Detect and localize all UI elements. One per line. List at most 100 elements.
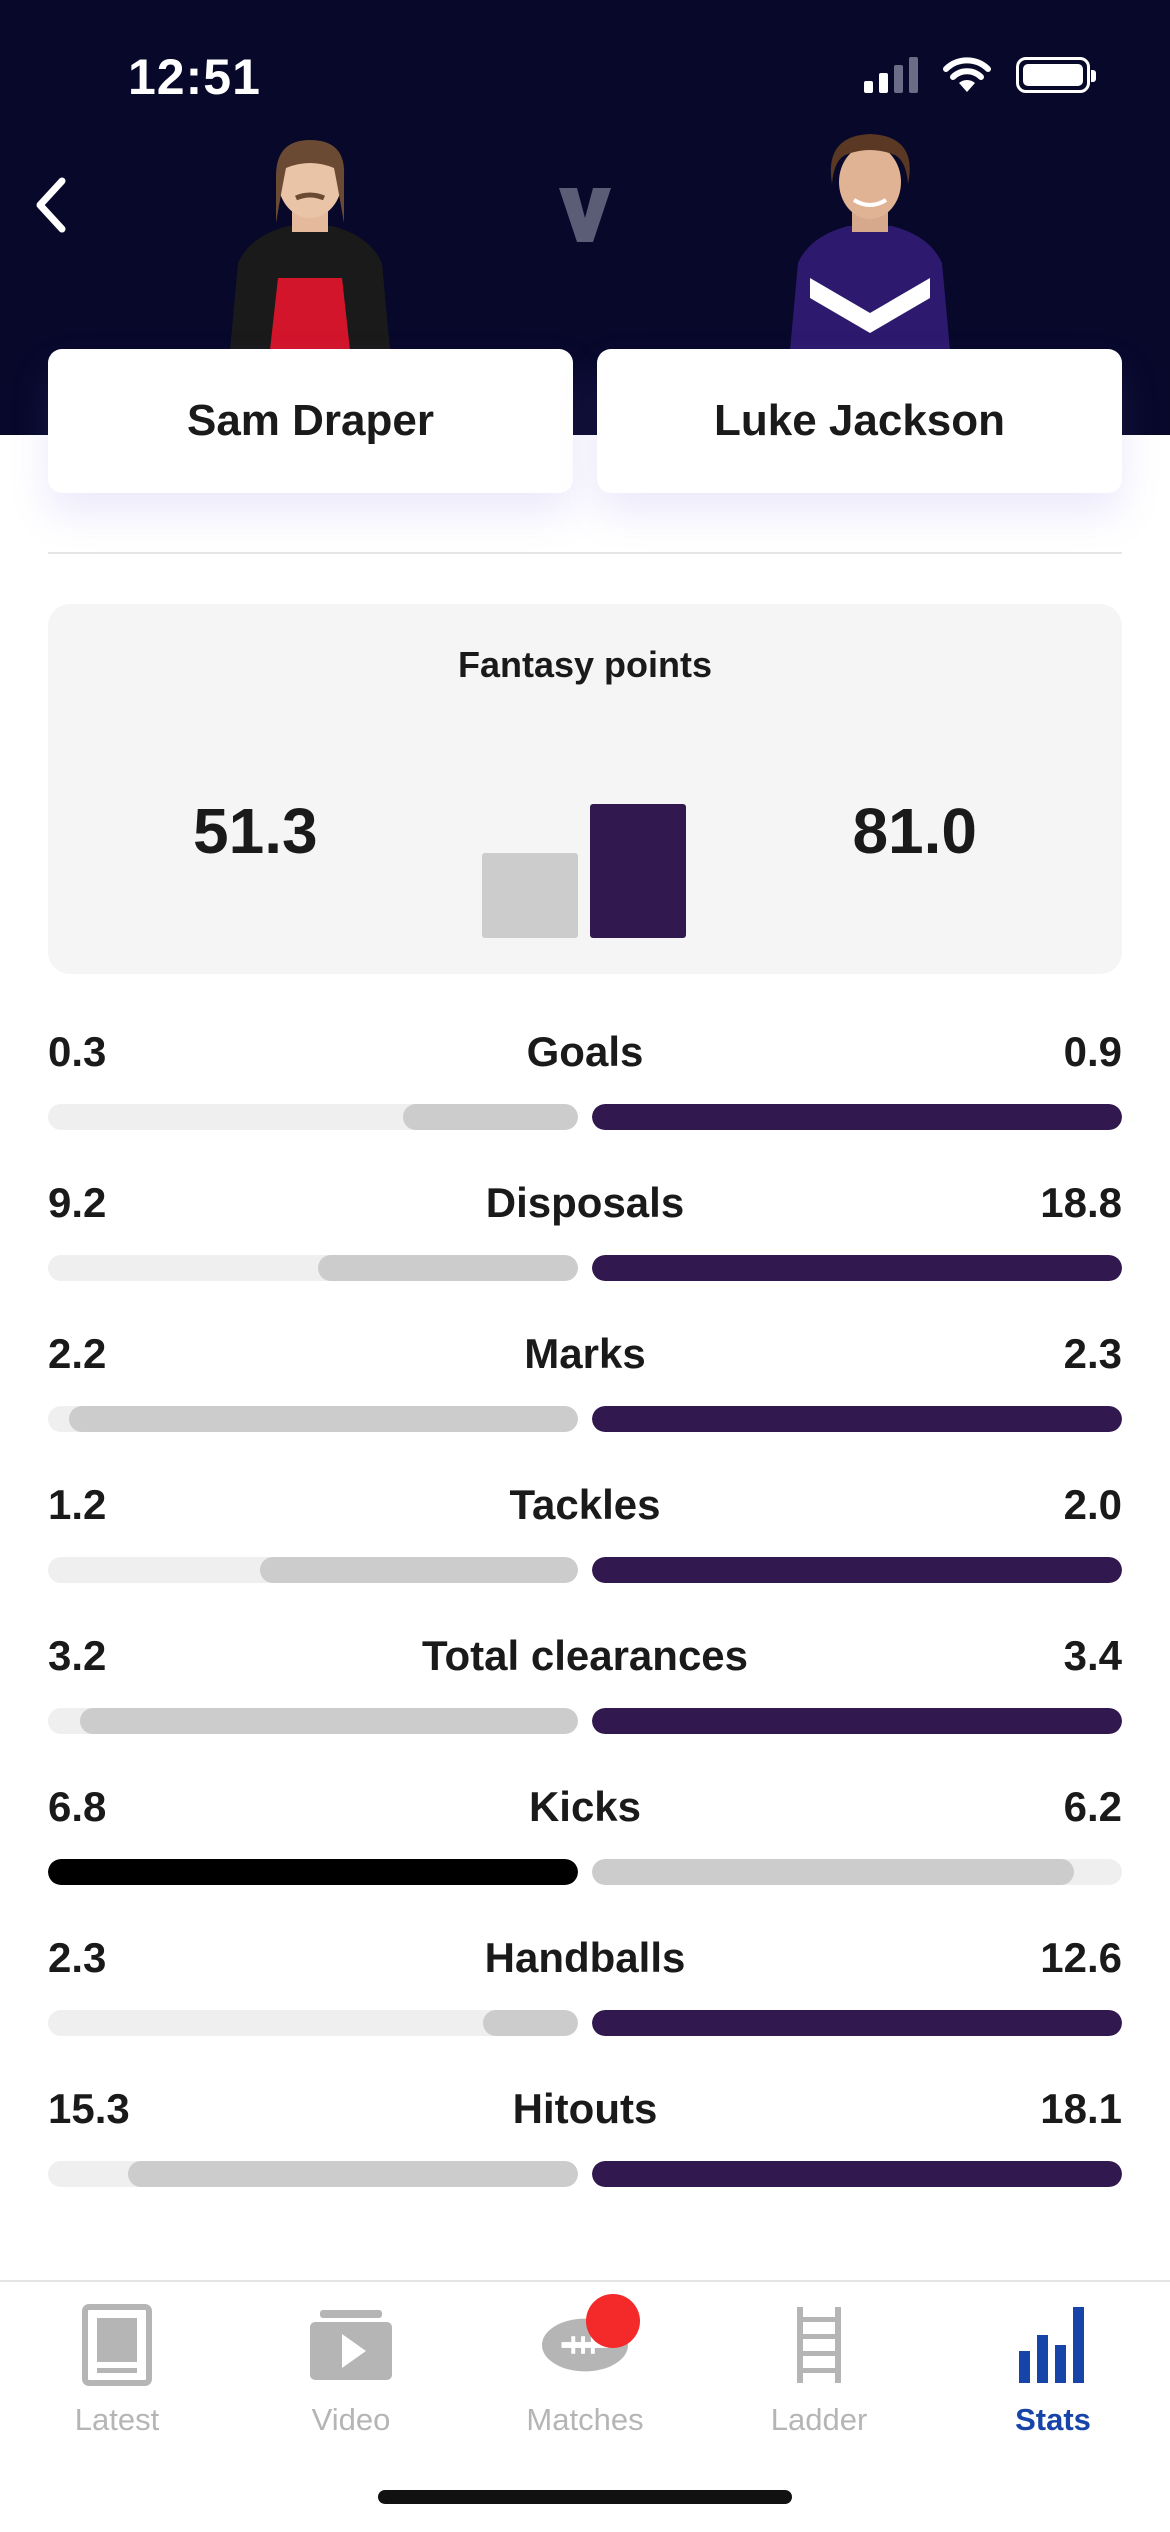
stat-right-track bbox=[592, 2010, 1122, 2036]
stat-right-track bbox=[592, 1104, 1122, 1130]
fantasy-points-card: Fantasy points 51.3 81.0 bbox=[48, 604, 1122, 974]
stat-left-track bbox=[48, 2010, 578, 2036]
battery-icon bbox=[1016, 57, 1096, 93]
tab-latest[interactable]: Latest bbox=[0, 2302, 234, 2452]
ladder-icon bbox=[797, 2307, 841, 2383]
status-time: 12:51 bbox=[128, 49, 261, 105]
fantasy-left-bar bbox=[482, 853, 578, 938]
stat-row: Marks 2.2 2.3 bbox=[48, 1330, 1122, 1450]
stat-left-fill bbox=[127, 2161, 578, 2187]
stat-right-fill bbox=[592, 1859, 1075, 1885]
stat-right-track bbox=[592, 1557, 1122, 1583]
status-icons bbox=[864, 56, 1096, 94]
tab-ladder-label: Ladder bbox=[770, 2402, 868, 2437]
player-right-name-card[interactable]: Luke Jackson bbox=[597, 349, 1122, 493]
stat-right-fill bbox=[592, 1406, 1122, 1432]
stat-right-value: 18.1 bbox=[1040, 2085, 1122, 2132]
stat-row: Handballs 2.3 12.6 bbox=[48, 1934, 1122, 2054]
player-right-photo bbox=[790, 134, 950, 350]
stat-label: Kicks bbox=[528, 1783, 642, 1830]
stat-right-track bbox=[592, 1708, 1122, 1734]
tab-video-label: Video bbox=[311, 2402, 391, 2437]
stat-right-value: 12.6 bbox=[1040, 1934, 1122, 1981]
stat-right-fill bbox=[592, 2161, 1122, 2187]
stat-row: Total clearances 3.2 3.4 bbox=[48, 1632, 1122, 1752]
bar-chart-icon bbox=[1019, 2307, 1084, 2383]
stat-left-fill bbox=[260, 1557, 578, 1583]
stat-left-value: 9.2 bbox=[48, 1179, 107, 1226]
stat-right-value: 6.2 bbox=[1063, 1783, 1122, 1830]
stat-row: Kicks 6.8 6.2 bbox=[48, 1783, 1122, 1903]
stat-right-value: 3.4 bbox=[1063, 1632, 1122, 1679]
stat-left-track bbox=[48, 1859, 578, 1885]
play-icon bbox=[310, 2310, 392, 2380]
tab-bar: Latest Video Matches bbox=[0, 2280, 1170, 2532]
stat-label: Disposals bbox=[485, 1179, 685, 1226]
player-left-name-card[interactable]: Sam Draper bbox=[48, 349, 573, 493]
stat-label: Marks bbox=[524, 1330, 646, 1377]
tab-stats-label: Stats bbox=[1015, 2402, 1091, 2437]
stat-label: Total clearances bbox=[421, 1632, 749, 1679]
stat-label: Goals bbox=[526, 1028, 644, 1075]
home-indicator bbox=[378, 2490, 792, 2504]
tab-latest-label: Latest bbox=[74, 2402, 160, 2437]
section-divider bbox=[48, 552, 1122, 554]
stat-right-track bbox=[592, 1406, 1122, 1432]
stat-left-value: 1.2 bbox=[48, 1481, 107, 1528]
stat-row: Disposals 9.2 18.8 bbox=[48, 1179, 1122, 1299]
stat-row: Hitouts 15.3 18.1 bbox=[48, 2085, 1122, 2205]
stat-right-fill bbox=[592, 1255, 1122, 1281]
stat-left-value: 3.2 bbox=[48, 1632, 107, 1679]
stat-left-track bbox=[48, 1557, 578, 1583]
stat-label: Tackles bbox=[509, 1481, 661, 1528]
stat-right-fill bbox=[592, 1708, 1122, 1734]
stat-right-track bbox=[592, 1255, 1122, 1281]
fantasy-left-value: 51.3 bbox=[193, 795, 318, 867]
stat-right-value: 2.3 bbox=[1063, 1330, 1122, 1377]
stat-row: Goals 0.3 0.9 bbox=[48, 1028, 1122, 1148]
stat-left-track bbox=[48, 1104, 578, 1130]
stat-left-track bbox=[48, 1708, 578, 1734]
stat-label: Hitouts bbox=[512, 2085, 658, 2132]
stat-left-value: 2.2 bbox=[48, 1330, 107, 1377]
player-right-name: Luke Jackson bbox=[713, 396, 1006, 445]
stat-left-track bbox=[48, 1406, 578, 1432]
stat-right-track bbox=[592, 1859, 1122, 1885]
stat-right-value: 0.9 bbox=[1063, 1028, 1122, 1075]
stat-left-value: 6.8 bbox=[48, 1783, 107, 1830]
stat-left-value: 0.3 bbox=[48, 1028, 107, 1075]
wifi-icon bbox=[943, 57, 991, 92]
stat-left-fill bbox=[482, 2010, 578, 2036]
stat-right-fill bbox=[592, 1104, 1122, 1130]
tab-matches[interactable]: Matches bbox=[468, 2294, 702, 2452]
fantasy-points-title: Fantasy points bbox=[457, 644, 713, 685]
back-button[interactable] bbox=[20, 170, 80, 240]
versus-mark bbox=[559, 188, 611, 242]
chevron-left-icon bbox=[36, 177, 66, 233]
stat-left-track bbox=[48, 2161, 578, 2187]
stat-right-fill bbox=[592, 2010, 1122, 2036]
stat-left-value: 15.3 bbox=[48, 2085, 130, 2132]
stat-right-fill bbox=[592, 1557, 1122, 1583]
tablet-icon bbox=[82, 2304, 152, 2386]
player-left-name: Sam Draper bbox=[186, 396, 434, 445]
player-left-photo bbox=[230, 140, 390, 350]
stat-left-track bbox=[48, 1255, 578, 1281]
stat-left-fill bbox=[403, 1104, 578, 1130]
tab-ladder[interactable]: Ladder bbox=[702, 2302, 936, 2452]
tab-matches-label: Matches bbox=[526, 2402, 644, 2437]
stat-left-fill bbox=[48, 1859, 578, 1885]
stat-right-track bbox=[592, 2161, 1122, 2187]
tab-stats[interactable]: Stats bbox=[936, 2302, 1170, 2452]
cellular-signal-icon bbox=[864, 57, 918, 93]
stat-left-value: 2.3 bbox=[48, 1934, 107, 1981]
notification-badge bbox=[586, 2294, 640, 2348]
stat-left-fill bbox=[79, 1708, 578, 1734]
stat-label: Handballs bbox=[484, 1934, 686, 1981]
stat-left-fill bbox=[69, 1406, 578, 1432]
fantasy-right-value: 81.0 bbox=[852, 795, 977, 867]
stat-right-value: 18.8 bbox=[1040, 1179, 1122, 1226]
tab-video[interactable]: Video bbox=[234, 2302, 468, 2452]
fantasy-right-bar bbox=[590, 804, 686, 938]
stat-left-fill bbox=[318, 1255, 578, 1281]
